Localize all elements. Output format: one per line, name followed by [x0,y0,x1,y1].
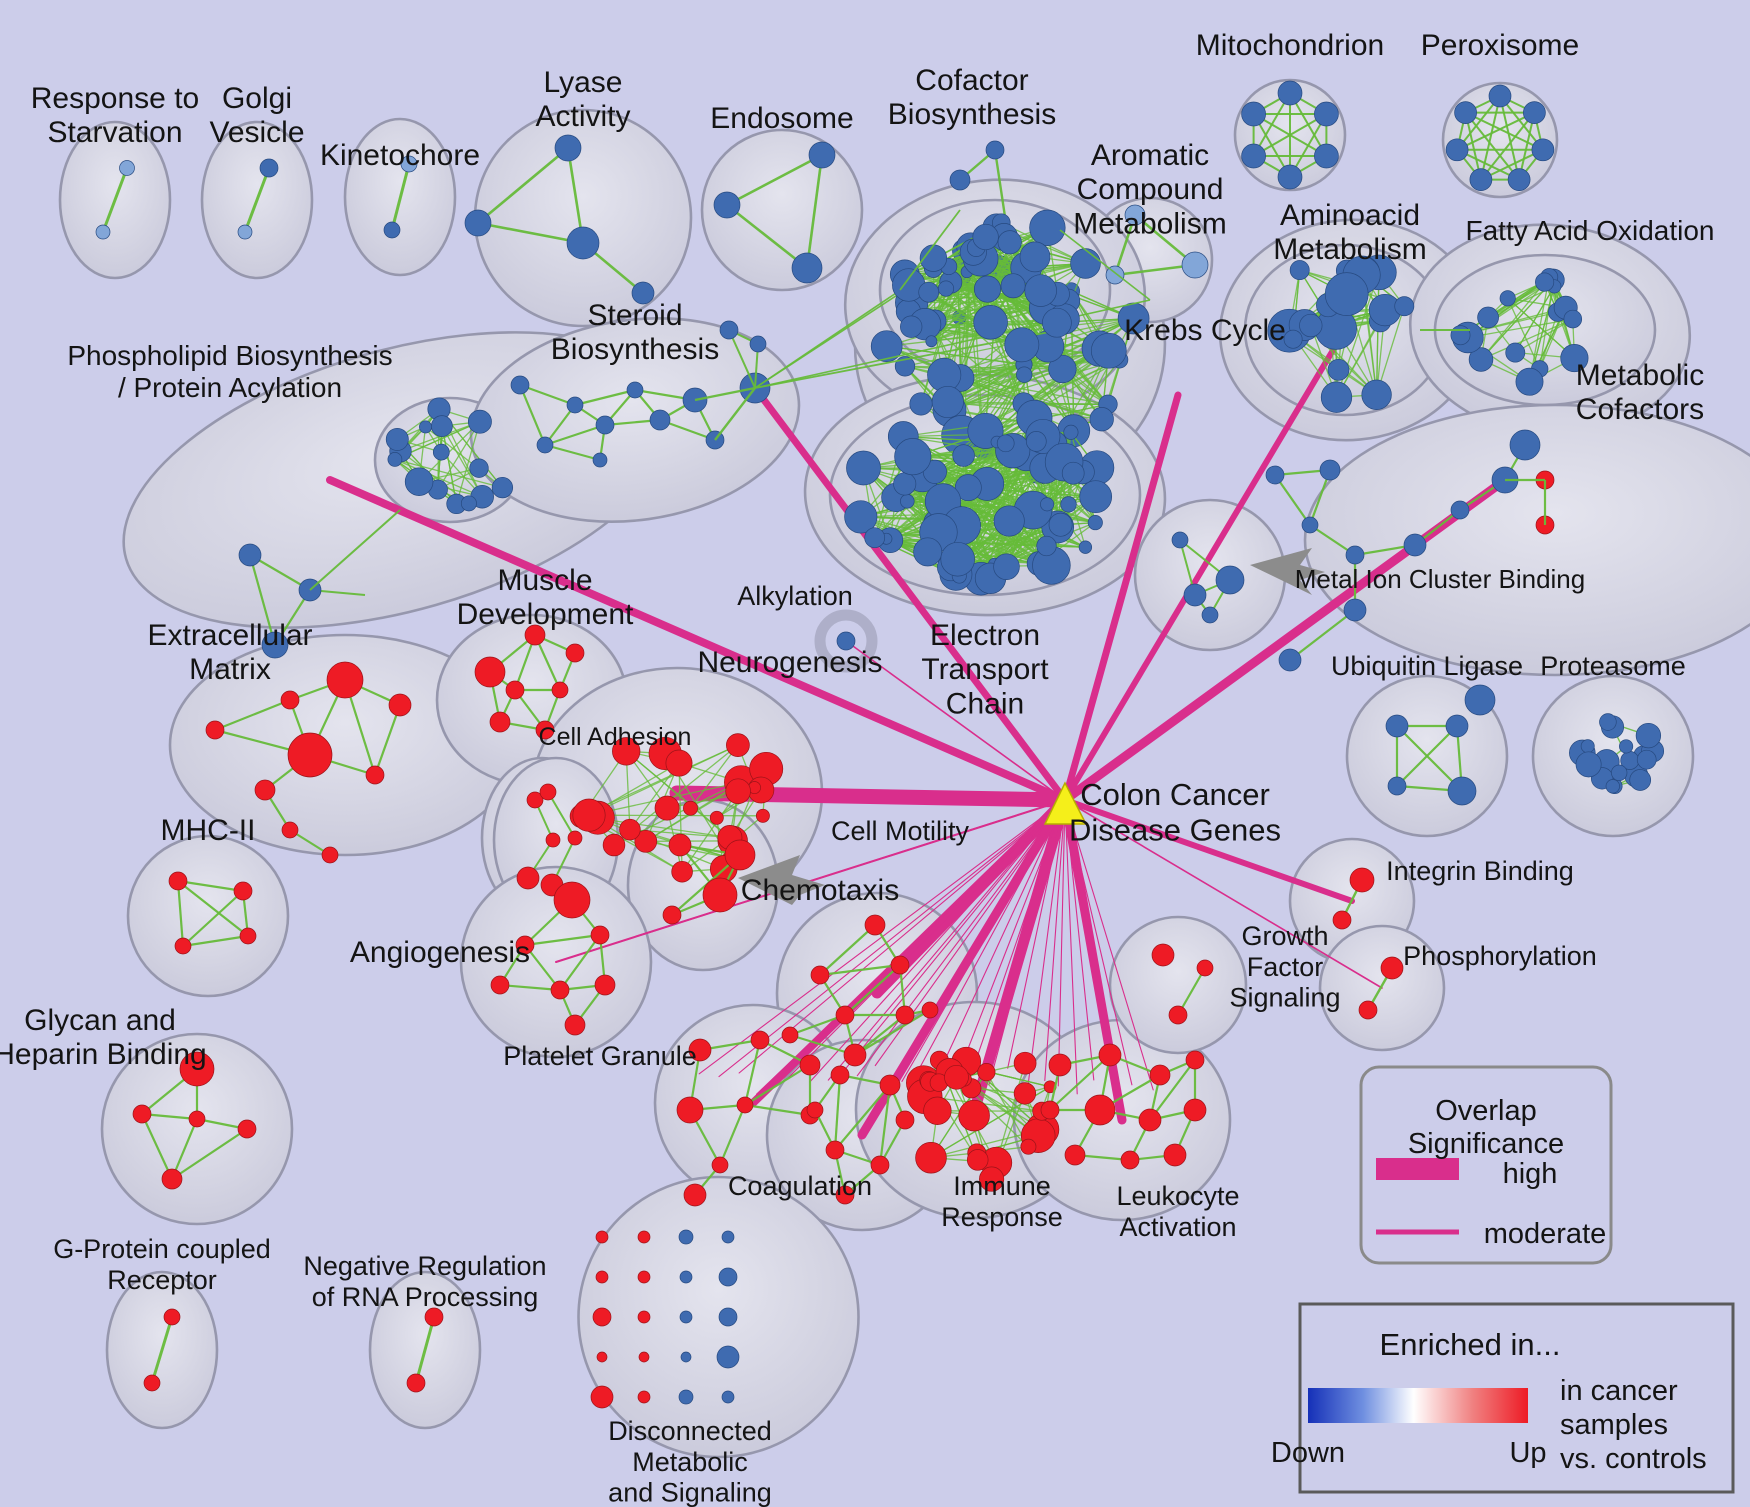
svg-text:Up: Up [1509,1437,1546,1469]
svg-text:high: high [1503,1158,1558,1190]
svg-text:Cell Motility: Cell Motility [831,816,970,846]
svg-text:Alkylation: Alkylation [737,581,853,611]
svg-text:Metal Ion Cluster Binding: Metal Ion Cluster Binding [1295,564,1585,594]
svg-text:Peroxisome: Peroxisome [1421,29,1579,62]
svg-text:Phosphorylation: Phosphorylation [1403,941,1597,971]
svg-text:Enriched in...: Enriched in... [1380,1327,1561,1362]
svg-text:Krebs Cycle: Krebs Cycle [1124,314,1286,347]
svg-text:moderate: moderate [1484,1218,1607,1250]
svg-text:Fatty Acid Oxidation: Fatty Acid Oxidation [1465,215,1714,246]
svg-text:Chemotaxis: Chemotaxis [741,874,899,907]
svg-text:Neurogenesis: Neurogenesis [697,646,882,679]
svg-text:Cell Adhesion: Cell Adhesion [539,723,692,751]
svg-text:Coagulation: Coagulation [728,1171,872,1201]
svg-text:Platelet Granule: Platelet Granule [503,1041,697,1071]
svg-text:Endosome: Endosome [710,102,853,135]
svg-text:Ubiquitin Ligase: Ubiquitin Ligase [1331,651,1523,681]
svg-text:Angiogenesis: Angiogenesis [350,936,530,969]
svg-text:Proteasome: Proteasome [1540,651,1686,681]
svg-text:Down: Down [1271,1437,1345,1469]
svg-text:MHC-II: MHC-II [161,814,256,847]
svg-text:Mitochondrion: Mitochondrion [1196,29,1384,62]
svg-text:Kinetochore: Kinetochore [320,139,480,172]
svg-text:Integrin Binding: Integrin Binding [1386,856,1574,886]
